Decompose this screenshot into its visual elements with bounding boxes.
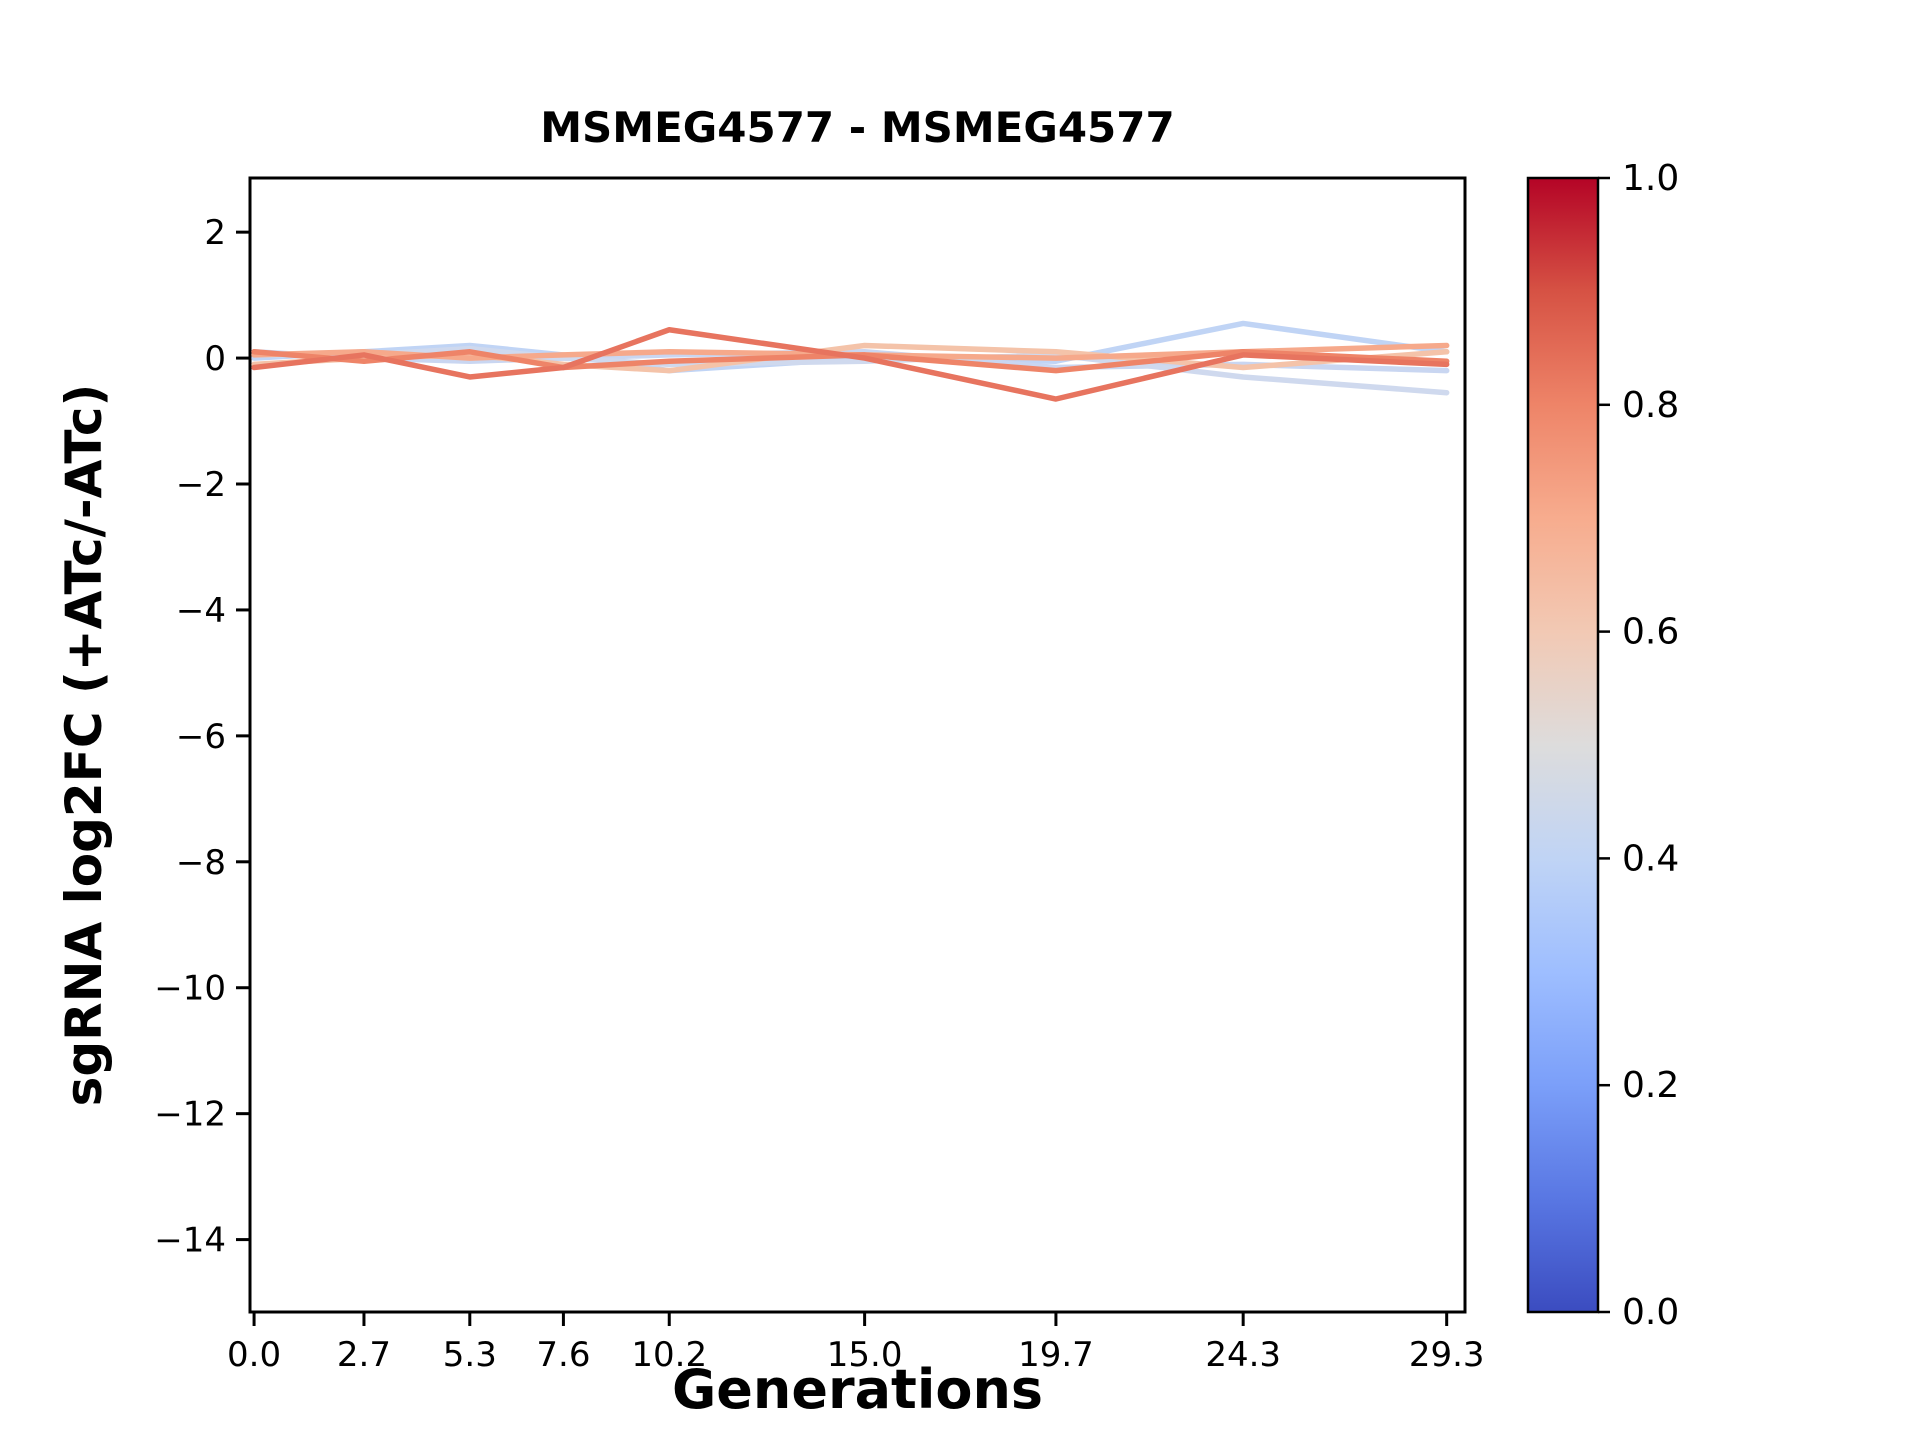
- x-axis-label: Generations: [671, 1358, 1044, 1421]
- series-line-6: [251, 349, 1450, 374]
- x-tick-label: 15.0: [827, 1335, 903, 1375]
- y-tick-label: −2: [176, 465, 226, 505]
- x-tick-label: 7.6: [536, 1335, 590, 1375]
- series-line-5: [251, 342, 1450, 361]
- y-tick-label: −6: [176, 717, 226, 757]
- colorbar: [1526, 176, 1600, 1314]
- colorbar-tick-label: 0.6: [1622, 612, 1679, 653]
- x-tick-label: 10.2: [631, 1335, 707, 1375]
- y-tick-label: −14: [154, 1221, 226, 1261]
- y-tick-label: 2: [204, 213, 226, 253]
- y-tick-label: −8: [176, 843, 226, 883]
- y-tick-label: 0: [204, 339, 226, 379]
- colorbar-tick-label: 0.4: [1622, 838, 1679, 879]
- colorbar-tick-label: 1.0: [1622, 158, 1679, 199]
- y-axis-label: sgRNA log2FC (+ATc/-ATc): [55, 383, 113, 1107]
- x-tick-label: 2.7: [337, 1335, 391, 1375]
- series-line-7: [251, 326, 1450, 402]
- y-tick-label: −12: [154, 1095, 226, 1135]
- x-tick-label: 19.7: [1018, 1335, 1094, 1375]
- x-tick-label: 0.0: [227, 1335, 281, 1375]
- x-tick-label: 24.3: [1205, 1335, 1281, 1375]
- y-tick-label: −10: [154, 969, 226, 1009]
- x-tick-label: 29.3: [1409, 1335, 1485, 1375]
- x-tick-label: 5.3: [443, 1335, 497, 1375]
- colorbar-tick-label: 0.8: [1622, 385, 1679, 426]
- colorbar-tick-label: 0.2: [1622, 1065, 1679, 1106]
- colorbar-tick-label: 0.0: [1622, 1292, 1679, 1333]
- y-tick-label: −4: [176, 591, 226, 631]
- chart-title: MSMEG4577 - MSMEG4577: [540, 103, 1175, 152]
